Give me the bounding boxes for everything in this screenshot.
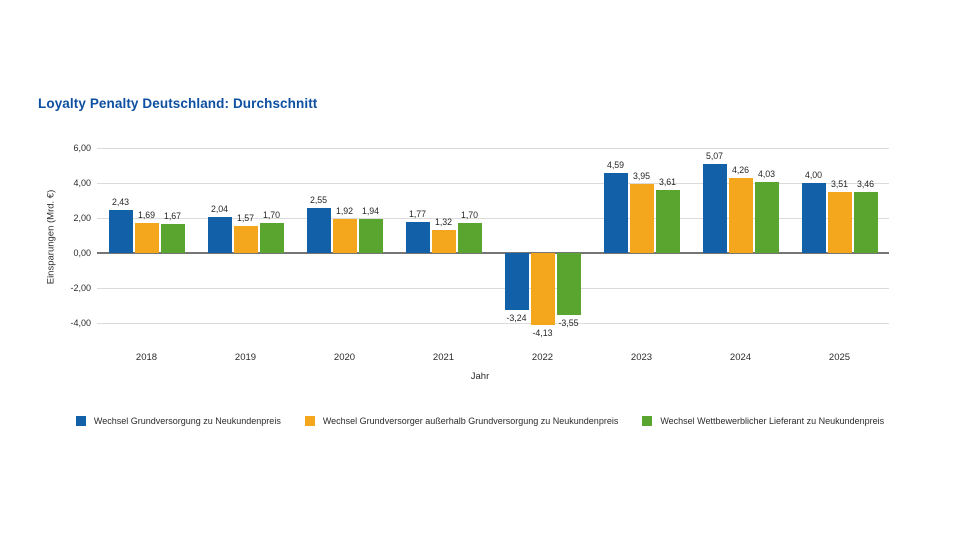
- y-tick-label: 6,00: [73, 142, 91, 153]
- bar-value-label: 2,55: [309, 195, 328, 206]
- bar: [702, 164, 727, 253]
- bar-value-label: 2,04: [210, 204, 229, 215]
- bar-value-label: 2,43: [111, 197, 130, 208]
- chart-title: Loyalty Penalty Deutschland: Durchschnit…: [38, 96, 318, 111]
- y-tick-label: -4,00: [70, 317, 91, 328]
- legend-item: Wechsel Wettbewerblicher Lieferant zu Ne…: [642, 416, 884, 426]
- legend-item: Wechsel Grundversorgung zu Neukundenprei…: [75, 416, 281, 426]
- bar: [358, 219, 383, 253]
- bar: [728, 178, 753, 253]
- bar: [629, 183, 654, 253]
- gridline: [97, 217, 889, 219]
- bar: [556, 253, 581, 316]
- legend-label: Wechsel Grundversorgung zu Neukundenprei…: [93, 416, 281, 426]
- legend-color-swatch-icon: [75, 416, 86, 426]
- legend-item: Wechsel Grundversorger außerhalb Grundve…: [304, 416, 619, 426]
- x-tick-label: 2018: [135, 352, 158, 363]
- bar: [431, 229, 456, 253]
- bar: [603, 172, 628, 253]
- gridline: [97, 182, 889, 184]
- x-tick-label: 2022: [531, 352, 554, 363]
- legend-color-swatch-icon: [642, 416, 653, 426]
- bar-value-label: 1,69: [137, 210, 156, 221]
- bar-value-label: 4,59: [606, 159, 625, 170]
- bar: [233, 225, 258, 253]
- x-tick-label: 2025: [828, 352, 851, 363]
- legend-label: Wechsel Wettbewerblicher Lieferant zu Ne…: [660, 416, 885, 426]
- bar-value-label: -3,24: [506, 312, 527, 323]
- legend-label: Wechsel Grundversorger außerhalb Grundve…: [322, 416, 619, 426]
- bar-value-label: 1,94: [361, 206, 380, 217]
- bar: [160, 223, 185, 253]
- bar-value-label: 1,32: [434, 216, 453, 227]
- bar: [504, 253, 529, 310]
- bar: [134, 223, 159, 253]
- y-tick-label: -2,00: [70, 282, 91, 293]
- y-tick-label: 2,00: [73, 212, 91, 223]
- bar: [754, 182, 779, 253]
- x-tick-label: 2021: [432, 352, 455, 363]
- x-tick-label: 2023: [630, 352, 653, 363]
- bar-value-label: 3,95: [632, 170, 651, 181]
- x-axis-title: Jahr: [470, 371, 490, 382]
- chart-legend: Wechsel Grundversorgung zu Neukundenprei…: [0, 416, 960, 426]
- bar: [306, 208, 331, 253]
- bar-value-label: 3,61: [658, 176, 677, 187]
- bar: [457, 223, 482, 253]
- bar: [332, 219, 357, 253]
- bar: [655, 189, 680, 253]
- bar-value-label: 3,46: [856, 179, 875, 190]
- gridline: [97, 287, 889, 289]
- x-tick-label: 2019: [234, 352, 257, 363]
- y-tick-label: 0,00: [73, 247, 91, 258]
- x-axis-zero-line: [97, 252, 889, 254]
- bar-value-label: 1,57: [236, 212, 255, 223]
- x-tick-label: 2020: [333, 352, 356, 363]
- bar: [801, 183, 826, 253]
- gridline: [97, 147, 889, 149]
- bar: [259, 223, 284, 253]
- bar-value-label: 1,70: [460, 210, 479, 221]
- bar-value-label: 4,00: [804, 170, 823, 180]
- bar-value-label: 1,77: [408, 209, 427, 220]
- bar: [530, 253, 555, 326]
- y-tick-label: 4,00: [73, 177, 91, 188]
- bar-value-label: 1,92: [335, 206, 354, 217]
- bar-value-label: 3,51: [830, 178, 849, 189]
- bar-value-label: 1,70: [262, 210, 281, 221]
- bar: [405, 222, 430, 253]
- bar-value-label: -4,13: [532, 328, 553, 339]
- bar-value-label: 1,67: [163, 210, 182, 221]
- bar-value-label: 5,07: [705, 151, 724, 162]
- bar: [827, 191, 852, 253]
- legend-color-swatch-icon: [304, 416, 315, 426]
- gridline: [97, 322, 889, 324]
- bar: [853, 192, 878, 253]
- bar-value-label: -3,55: [558, 318, 579, 329]
- x-tick-label: 2024: [729, 352, 752, 363]
- bar-value-label: 4,26: [731, 165, 750, 176]
- bar-value-label: 4,03: [757, 169, 776, 180]
- bar: [207, 217, 232, 253]
- bar: [108, 210, 133, 253]
